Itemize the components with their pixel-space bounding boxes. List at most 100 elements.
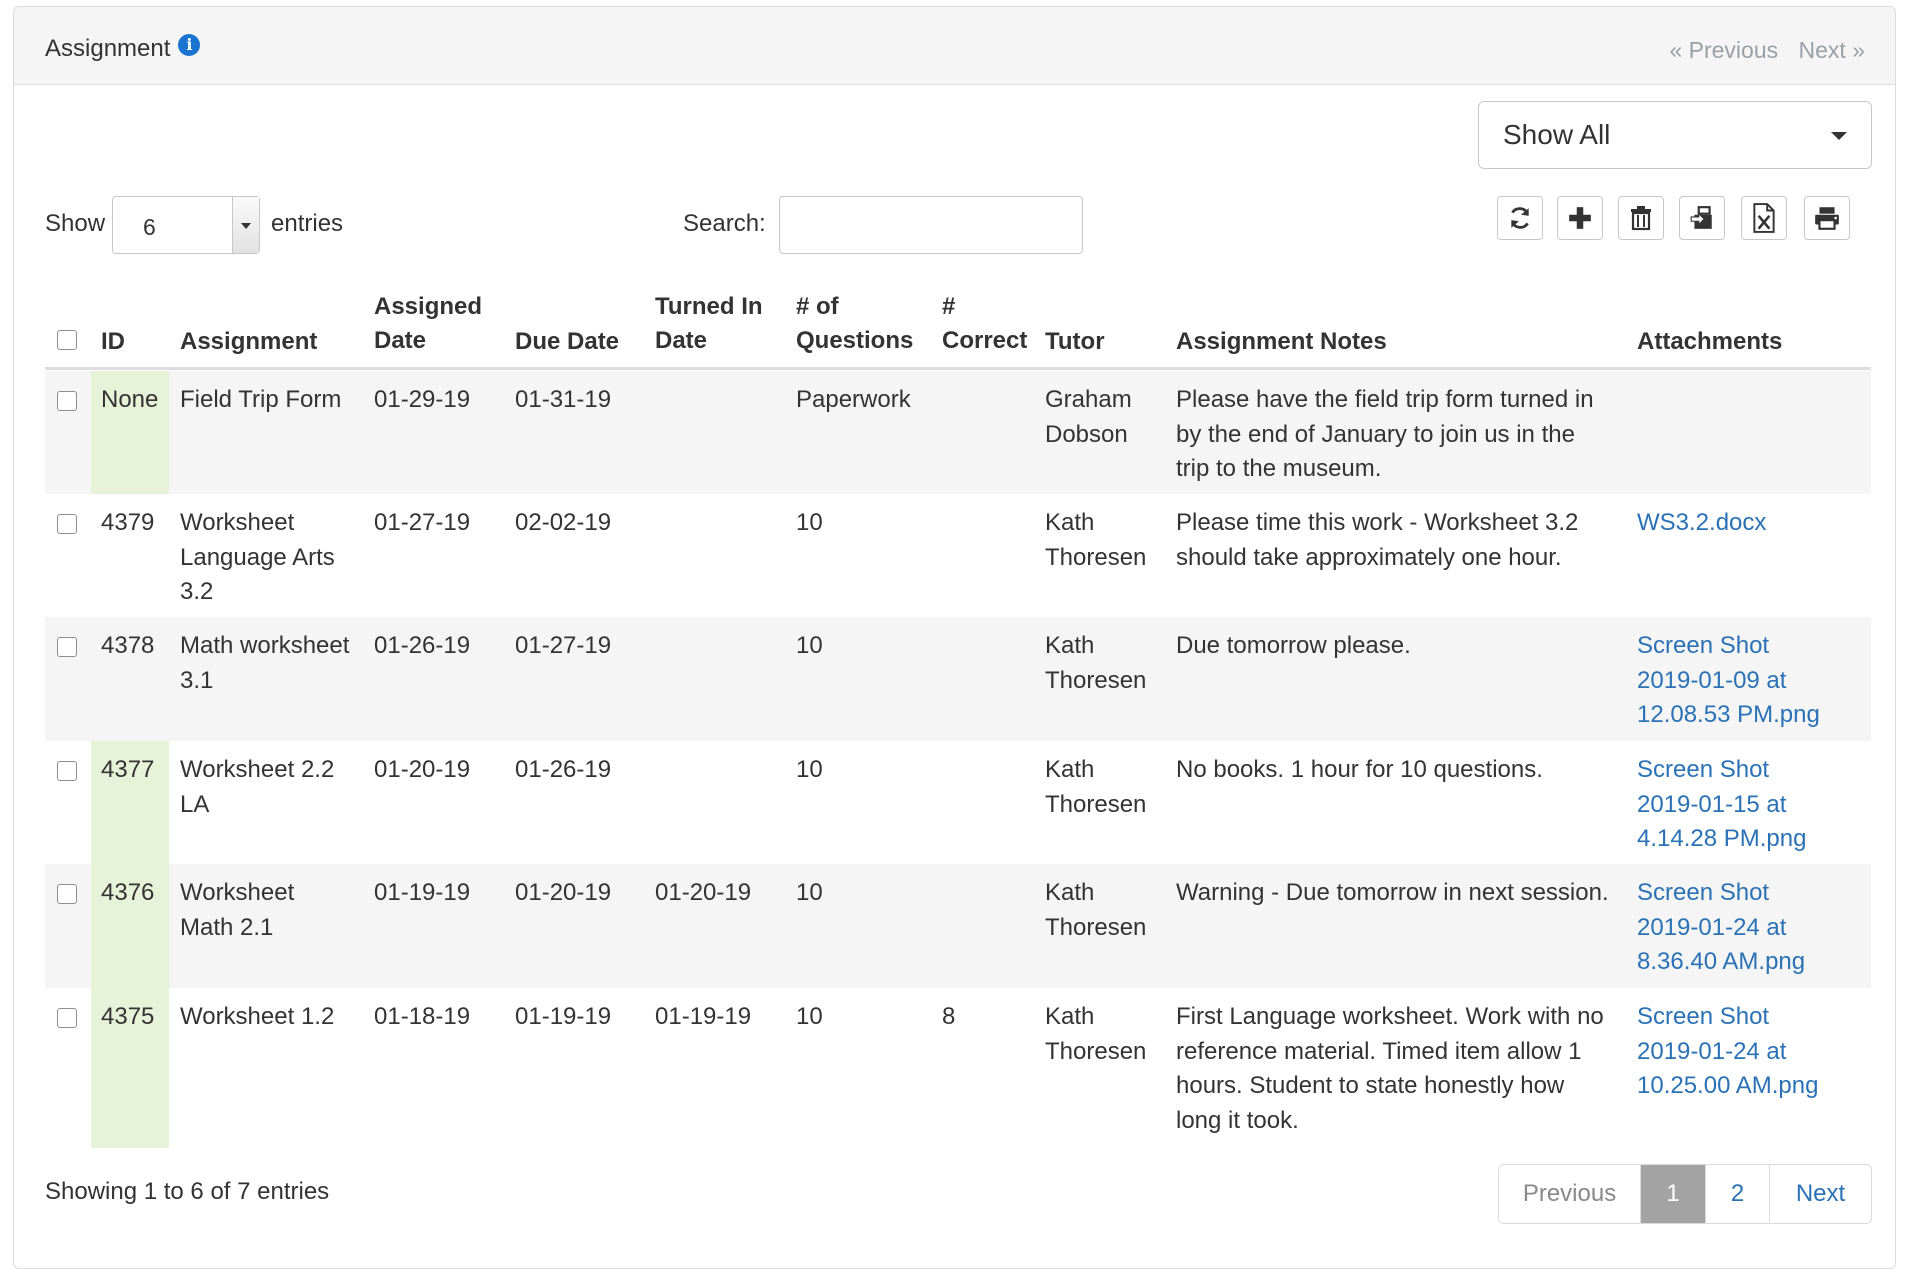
search-input[interactable] xyxy=(779,196,1083,254)
row-assignment-line: Worksheet xyxy=(180,509,295,536)
table-row xyxy=(45,741,1871,864)
row-tutor-line: Kath xyxy=(1045,1003,1095,1030)
header-num-questions-line1: # of xyxy=(796,293,839,320)
header-assigned-date-line1: Assigned xyxy=(374,293,483,320)
filter-select[interactable]: Show All xyxy=(1478,101,1872,169)
pagination-previous[interactable]: Previous xyxy=(1499,1165,1640,1223)
row-attachment-link-line[interactable]: 2019-01-24 at xyxy=(1637,1037,1787,1065)
row-assignment-line: 3.2 xyxy=(180,578,214,605)
row-attachment-link-line[interactable]: Screen Shot xyxy=(1637,879,1770,906)
row-turned-in-date: 01-20-19 xyxy=(655,879,752,906)
table-row xyxy=(45,617,1871,741)
row-assignment: Worksheet Math 2.1 xyxy=(180,876,294,945)
add-button[interactable] xyxy=(1557,196,1603,240)
refresh-button[interactable] xyxy=(1497,196,1543,240)
table-row xyxy=(45,494,1871,617)
id-cell-highlight xyxy=(91,741,169,864)
row-notes-line: should take approximately one hour. xyxy=(1176,543,1562,571)
trash-icon xyxy=(1631,206,1651,231)
select-all-checkbox[interactable] xyxy=(57,330,77,350)
row-checkbox[interactable] xyxy=(57,514,77,534)
search-label: Search: xyxy=(683,210,766,237)
header-assigned-date[interactable]: Assigned Date xyxy=(374,290,482,358)
row-notes: Warning - Due tomorrow in next session. xyxy=(1176,876,1609,911)
pagination-next[interactable]: Next xyxy=(1769,1165,1871,1223)
row-assignment-line: Worksheet 2.2 xyxy=(180,756,335,783)
show-label: Show xyxy=(45,210,106,237)
row-id[interactable]: 4377 xyxy=(101,756,155,783)
delete-button[interactable] xyxy=(1618,196,1664,240)
row-assignment-line: LA xyxy=(180,790,210,818)
row-attachment-link: Screen Shot 2019-01-15 at 4.14.28 PM.png xyxy=(1637,753,1806,857)
row-notes-line: hours. Student to state honestly how xyxy=(1176,1072,1565,1099)
row-assignment-line: 3.1 xyxy=(180,666,214,694)
row-notes: First Language worksheet. Work with no re… xyxy=(1176,1000,1604,1138)
row-num-questions: 10 xyxy=(796,756,823,783)
header-num-correct[interactable]: # Correct xyxy=(942,290,1027,358)
row-tutor-line: Thoresen xyxy=(1045,913,1147,941)
row-attachment-link-line[interactable]: 2019-01-15 at xyxy=(1637,790,1787,818)
panel-title-text: Assignment xyxy=(45,35,171,62)
row-assignment-line: Worksheet 1.2 xyxy=(180,1003,335,1030)
header-correct-line2: Correct xyxy=(942,327,1028,354)
row-id[interactable]: 4375 xyxy=(101,1003,155,1030)
top-previous-link[interactable]: « Previous xyxy=(1669,37,1779,63)
row-attachment-link: Screen Shot 2019-01-24 at 10.25.00 AM.png xyxy=(1637,1000,1818,1104)
row-attachment-link-line[interactable]: Screen Shot xyxy=(1637,756,1770,783)
header-turned-in-date[interactable]: Turned In Date xyxy=(655,290,763,358)
header-tutor[interactable]: Tutor xyxy=(1045,328,1105,355)
row-attachment-link-line[interactable]: 2019-01-09 at xyxy=(1637,666,1787,694)
row-id[interactable]: 4376 xyxy=(101,879,155,906)
entries-length-select[interactable]: 6 xyxy=(112,196,260,254)
row-num-correct: 8 xyxy=(942,1003,956,1030)
header-num-questions[interactable]: # of Questions xyxy=(796,290,913,358)
row-attachment-link-line[interactable]: 2019-01-24 at xyxy=(1637,913,1787,941)
row-assignment: Field Trip Form xyxy=(180,383,341,418)
row-attachment-link-line[interactable]: Screen Shot xyxy=(1637,632,1770,659)
id-cell-highlight xyxy=(91,864,169,988)
row-attachment-link-line[interactable]: 8.36.40 AM.png xyxy=(1637,948,1806,975)
pagination-page-2[interactable]: 2 xyxy=(1705,1165,1769,1223)
header-due-date[interactable]: Due Date xyxy=(515,328,620,355)
row-notes-line: Please time this work - Worksheet 3.2 xyxy=(1176,509,1579,536)
row-assigned-date: 01-19-19 xyxy=(374,879,471,906)
row-checkbox[interactable] xyxy=(57,1008,77,1028)
info-circle-icon[interactable]: i xyxy=(178,34,201,56)
excel-export-button[interactable] xyxy=(1741,196,1787,240)
print-button[interactable] xyxy=(1804,196,1850,240)
row-tutor: Kath Thoresen xyxy=(1045,506,1146,575)
row-notes-line: trip to the museum. xyxy=(1176,455,1382,482)
row-attachment-link-line[interactable]: 4.14.28 PM.png xyxy=(1637,825,1807,852)
row-attachment-link: Screen Shot 2019-01-24 at 8.36.40 AM.png xyxy=(1637,876,1805,980)
pagination-page-1[interactable]: 1 xyxy=(1640,1165,1705,1223)
row-due-date: 01-26-19 xyxy=(515,756,612,783)
row-attachment-link-line[interactable]: 10.25.00 AM.png xyxy=(1637,1072,1819,1099)
row-assignment-line: Math 2.1 xyxy=(180,913,274,941)
row-attachment-link-line[interactable]: 12.08.53 PM.png xyxy=(1637,701,1820,728)
row-tutor: Kath Thoresen xyxy=(1045,753,1146,822)
row-attachment-link-line[interactable]: Screen Shot xyxy=(1637,1003,1770,1030)
row-id[interactable]: 4378 xyxy=(101,632,155,659)
row-due-date: 01-31-19 xyxy=(515,386,612,413)
header-attachments[interactable]: Attachments xyxy=(1637,328,1783,355)
filter-select-value: Show All xyxy=(1503,119,1611,150)
top-next-link[interactable]: Next » xyxy=(1798,37,1865,63)
row-checkbox[interactable] xyxy=(57,884,77,904)
table-info: Showing 1 to 6 of 7 entries xyxy=(45,1178,330,1205)
header-correct-line1: # xyxy=(942,293,956,320)
row-assigned-date: 01-27-19 xyxy=(374,509,471,536)
row-num-questions: 10 xyxy=(796,879,823,906)
row-id[interactable]: 4379 xyxy=(101,509,155,536)
entries-dropdown-button[interactable] xyxy=(232,197,259,253)
row-checkbox[interactable] xyxy=(57,637,77,657)
row-checkbox[interactable] xyxy=(57,761,77,781)
row-attachment-link-line[interactable]: WS3.2.docx xyxy=(1637,509,1767,536)
header-assignment-notes[interactable]: Assignment Notes xyxy=(1176,328,1387,355)
row-checkbox[interactable] xyxy=(57,391,77,411)
import-button[interactable] xyxy=(1679,196,1725,240)
row-tutor-line: Thoresen xyxy=(1045,666,1147,694)
header-id[interactable]: ID xyxy=(101,328,125,355)
header-assignment[interactable]: Assignment xyxy=(180,328,318,355)
row-tutor-line: Thoresen xyxy=(1045,1037,1147,1065)
row-turned-in-date: 01-19-19 xyxy=(655,1003,752,1030)
